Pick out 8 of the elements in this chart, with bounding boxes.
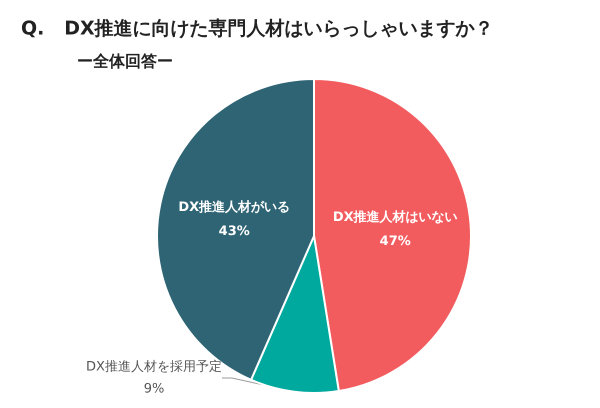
slice-label: DX推進人材を採用予定 xyxy=(86,360,222,374)
data-label: 9% xyxy=(144,382,164,396)
slice-label: DX推進人材がいる xyxy=(178,200,290,215)
slice-label: DX推進人材はいない xyxy=(332,210,458,226)
chart-subtitle: ー全体回答ー xyxy=(77,52,173,70)
chart-title: Q. DX推進に向けた専門人材はいらっしゃいますか？ xyxy=(21,18,494,40)
data-label: 43% xyxy=(218,224,250,239)
data-label: 47% xyxy=(380,234,411,250)
